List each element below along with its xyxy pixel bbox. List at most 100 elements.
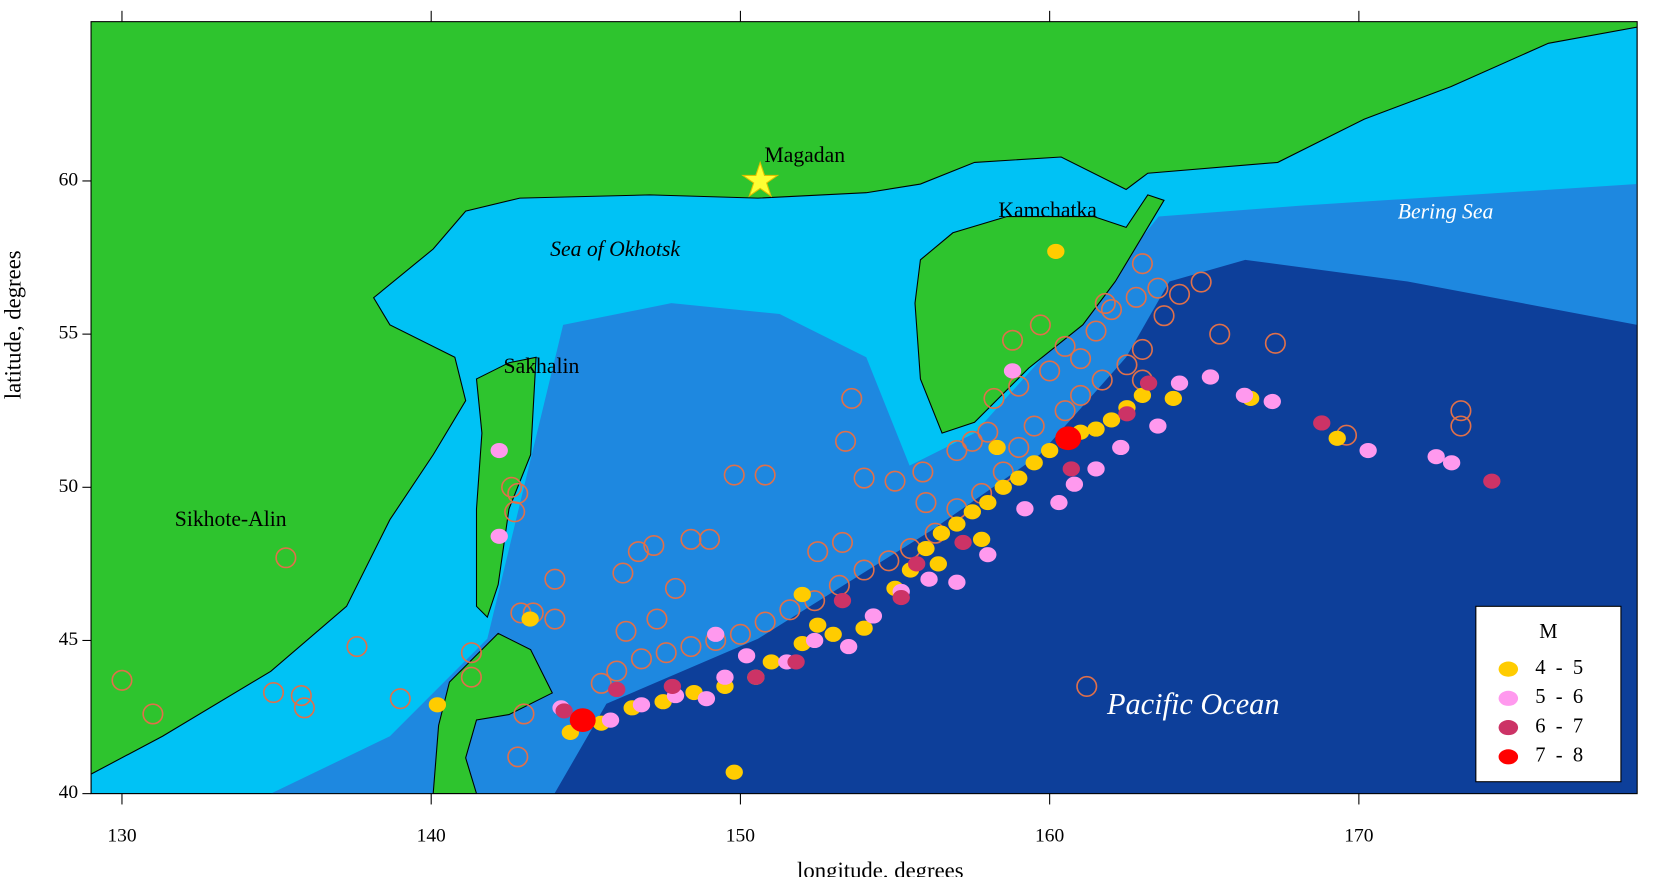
event — [1055, 426, 1082, 451]
event-open — [961, 430, 983, 452]
place-label: Sikhote-Alin — [175, 507, 287, 531]
event-open — [460, 642, 482, 664]
event-open — [1125, 286, 1147, 308]
event — [663, 678, 682, 694]
event-open — [1153, 305, 1175, 327]
event — [1010, 470, 1028, 486]
event — [737, 648, 756, 664]
event — [1313, 415, 1331, 431]
event — [762, 654, 781, 670]
event — [1442, 455, 1461, 471]
event-open — [111, 669, 133, 691]
event — [747, 669, 765, 685]
event — [1065, 476, 1084, 492]
event-open — [915, 492, 937, 514]
event-open — [1131, 253, 1153, 275]
legend-label: 4 - 5 — [1535, 657, 1583, 679]
event — [787, 654, 805, 670]
event-open — [977, 421, 999, 443]
event — [1087, 421, 1105, 437]
event-open — [729, 623, 751, 645]
event-open — [723, 464, 745, 486]
event — [1328, 430, 1346, 446]
event — [490, 528, 508, 544]
event — [948, 516, 966, 532]
event-open — [1131, 338, 1153, 360]
event-open — [779, 599, 801, 621]
legend-box — [1475, 605, 1622, 783]
y-tick-label: 50 — [59, 476, 78, 497]
frame — [90, 21, 1638, 795]
x-axis-label: longitude, degrees — [797, 858, 964, 877]
y-tick-label: 60 — [59, 169, 78, 190]
event-open — [612, 562, 634, 584]
event — [428, 697, 447, 713]
event — [707, 626, 725, 642]
legend-label: 5 - 6 — [1535, 686, 1583, 708]
event — [920, 571, 938, 587]
event — [948, 574, 966, 590]
event — [1170, 375, 1189, 391]
event — [1016, 501, 1034, 517]
legend: M 4 - 5 5 - 6 6 - 7 7 - 8 — [1475, 605, 1622, 783]
event — [1003, 363, 1022, 379]
event — [1235, 387, 1254, 403]
event — [1149, 418, 1167, 434]
event-open — [1008, 436, 1030, 459]
event-open — [831, 531, 854, 553]
event-open — [1091, 369, 1113, 391]
event-open — [389, 688, 411, 710]
event — [725, 764, 743, 780]
event-open — [501, 476, 523, 498]
event — [855, 620, 873, 636]
place-label: Sakhalin — [504, 354, 580, 378]
legend-swatch — [1498, 661, 1519, 677]
event-open — [853, 467, 875, 489]
event-open — [680, 528, 702, 550]
event — [864, 608, 883, 624]
event — [1040, 442, 1059, 459]
place-label: Sea of Okhotsk — [550, 237, 680, 261]
event — [1427, 449, 1445, 465]
event-open — [544, 608, 566, 630]
event — [1025, 455, 1043, 471]
event-open — [262, 681, 285, 704]
event-open — [983, 387, 1005, 410]
event-open — [606, 660, 628, 682]
event — [1047, 243, 1065, 259]
y-tick-label: 55 — [59, 323, 78, 344]
event — [833, 593, 852, 609]
event — [917, 540, 935, 557]
x-tick-label: 130 — [107, 825, 136, 846]
event-open — [1023, 415, 1045, 437]
deep-ocean — [554, 259, 1638, 794]
event-open — [1085, 320, 1107, 342]
event-open — [1070, 384, 1092, 406]
event — [1201, 369, 1220, 385]
event — [793, 586, 811, 603]
event-open — [1147, 277, 1169, 299]
event — [1087, 461, 1105, 477]
event — [1133, 387, 1152, 403]
basemap — [91, 21, 1638, 794]
event-open — [841, 387, 863, 410]
event-open — [1450, 415, 1472, 437]
x-tick-label: 140 — [417, 825, 446, 846]
event — [1102, 412, 1121, 428]
place-label: Magadan — [764, 143, 845, 167]
event-open — [290, 685, 312, 707]
x-tick-label: 170 — [1344, 825, 1373, 846]
event-open — [946, 439, 968, 462]
event-open — [1209, 323, 1231, 345]
event — [601, 712, 620, 728]
x-tick-label: 150 — [726, 825, 755, 846]
kamchatka — [914, 194, 1165, 434]
event — [490, 442, 508, 459]
event-open — [655, 642, 677, 664]
event — [1139, 375, 1158, 391]
event-open — [834, 430, 857, 452]
place-label: Pacific Ocean — [1106, 687, 1279, 721]
event-open — [504, 501, 526, 523]
event-open — [142, 703, 164, 725]
event-open — [1190, 271, 1212, 293]
